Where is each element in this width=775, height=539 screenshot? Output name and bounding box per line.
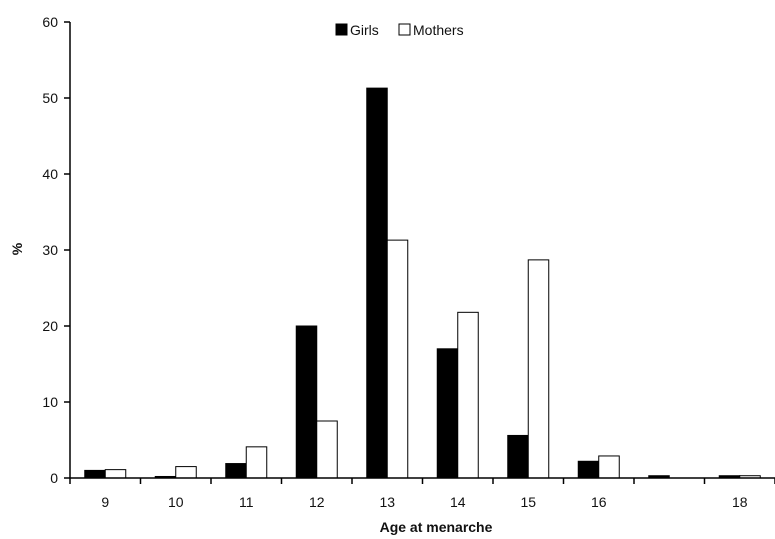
bar-mothers-9 (104, 469, 127, 479)
x-tick-label: 15 (520, 494, 536, 510)
bar-mothers-13 (386, 239, 409, 479)
bar-girls-11 (225, 463, 247, 479)
x-tick-label: 11 (239, 494, 254, 510)
y-ticks-group: 0 10 20 30 40 50 60 (42, 14, 70, 486)
legend-label-girls: Girls (350, 22, 379, 38)
bar-mothers-15 (527, 259, 550, 479)
y-tick-label: 60 (42, 14, 58, 30)
x-tick-label: 13 (379, 494, 395, 510)
bar-mothers-16 (598, 455, 620, 479)
bar-mothers-12 (316, 420, 338, 479)
y-tick-label: 20 (42, 318, 58, 334)
y-tick-label: 0 (50, 470, 58, 486)
bars-group (84, 87, 761, 479)
y-axis-label: % (9, 242, 25, 255)
y-tick-label: 10 (42, 394, 58, 410)
x-tick-label: 12 (309, 494, 325, 510)
bar-girls-14 (436, 348, 459, 479)
bar-girls-13 (366, 87, 388, 479)
x-tick-label: 14 (450, 494, 466, 510)
bar-girls-9 (84, 469, 106, 479)
x-tick-label: 16 (591, 494, 607, 510)
legend-swatch-girls (335, 23, 348, 36)
y-tick-label: 30 (42, 242, 58, 258)
y-tick-label: 50 (42, 90, 58, 106)
bar-girls-15 (507, 434, 529, 479)
x-tick-label: 18 (732, 494, 748, 510)
x-tick-label: 10 (168, 494, 184, 510)
x-tick-label: 9 (101, 494, 109, 510)
legend-label-mothers: Mothers (413, 22, 464, 38)
x-axis-label: Age at menarche (380, 519, 493, 535)
bar-mothers-14 (457, 311, 479, 479)
legend-swatch-mothers (398, 23, 411, 36)
bar-girls-16 (577, 460, 600, 479)
x-ticks-group: 9 10 11 12 13 14 15 16 18 (69, 478, 775, 510)
legend: Girls Mothers (335, 22, 464, 38)
bar-mothers-11 (245, 446, 268, 479)
y-tick-label: 40 (42, 166, 58, 182)
bar-girls-12 (295, 325, 318, 479)
bar-mothers-10 (175, 466, 197, 479)
